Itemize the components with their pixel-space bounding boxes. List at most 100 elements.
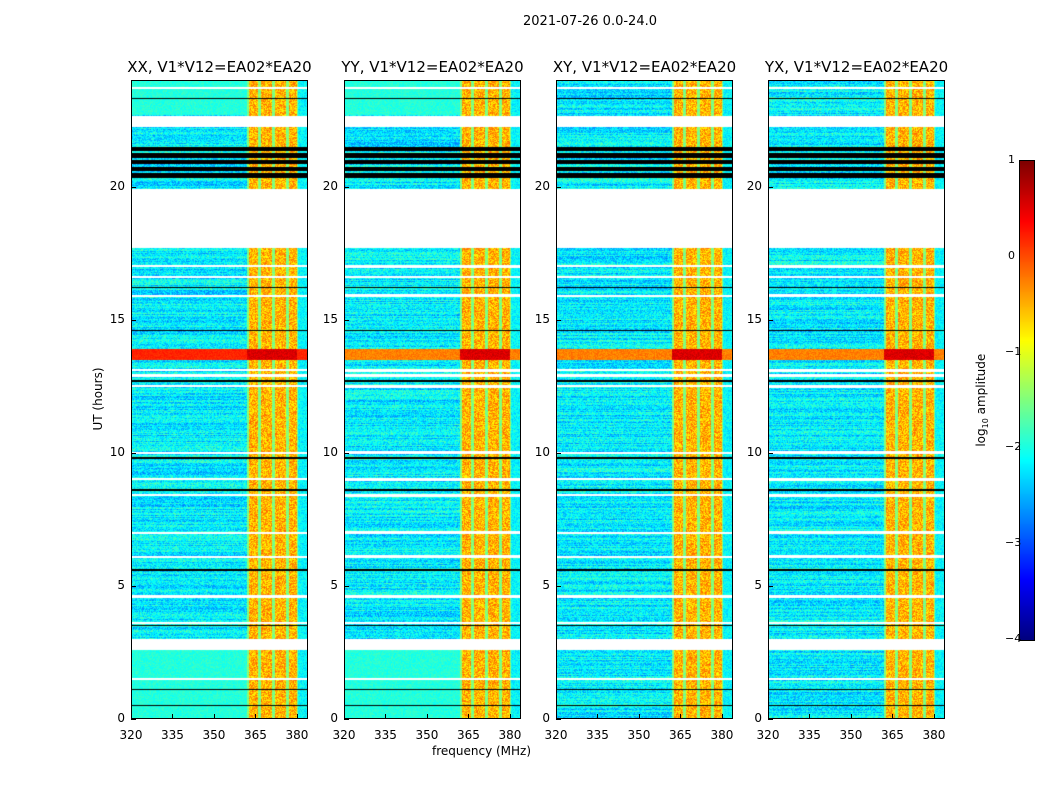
x-tick-label: 350 xyxy=(202,728,226,742)
y-tick-label: 0 xyxy=(542,711,550,725)
y-tick-mark xyxy=(556,452,561,454)
colorbar-tick-label: 0 xyxy=(1008,248,1015,262)
x-tick-mark xyxy=(213,714,215,719)
y-tick-mark xyxy=(768,719,773,720)
x-tick-label: 365 xyxy=(881,728,904,742)
x-tick-mark xyxy=(556,714,557,719)
y-tick-mark xyxy=(344,186,349,188)
x-tick-label: 350 xyxy=(627,728,651,742)
x-tick-mark xyxy=(850,714,852,719)
waterfall-heatmap xyxy=(768,80,945,719)
y-tick-mark xyxy=(344,319,349,321)
x-tick-mark xyxy=(768,714,769,719)
panel-yx: YX, V1*V12=EA02*EA20 320 335 350 365 380 0 5 10… xyxy=(747,58,948,742)
y-tick-label: 15 xyxy=(746,311,762,326)
y-tick-label: 10 xyxy=(322,444,338,459)
y-tick-label: 5 xyxy=(330,577,338,592)
colorbar-tick-label: −4 xyxy=(1005,632,1022,645)
y-tick-mark xyxy=(344,585,349,587)
colorbar-tick-label: −1 xyxy=(1005,344,1022,358)
y-tick-mark xyxy=(131,719,136,720)
x-tick-mark xyxy=(680,714,682,719)
y-tick-mark xyxy=(344,719,349,720)
x-tick-label: 320 xyxy=(332,728,356,742)
y-tick-mark xyxy=(768,452,773,454)
x-tick-mark xyxy=(933,714,935,719)
colorbar-label: log10 amplitude xyxy=(973,353,991,447)
y-tick-label: 15 xyxy=(534,311,550,326)
x-tick-label: 365 xyxy=(244,728,267,742)
x-tick-mark xyxy=(296,714,298,719)
y-tick-label: 5 xyxy=(117,577,125,592)
y-tick-mark xyxy=(131,452,136,454)
waterfall-heatmap xyxy=(344,80,521,719)
x-tick-label: 380 xyxy=(498,728,522,742)
y-tick-mark xyxy=(131,319,136,321)
y-tick-mark xyxy=(556,319,561,321)
y-tick-mark xyxy=(556,585,561,587)
x-axis-label: frequency (MHz) xyxy=(432,744,532,758)
x-tick-label: 365 xyxy=(457,728,480,742)
x-tick-label: 335 xyxy=(586,728,609,742)
y-tick-label: 15 xyxy=(322,311,338,326)
panel-title: XY, V1*V12=EA02*EA20 xyxy=(552,58,737,76)
y-tick-label: 20 xyxy=(109,178,125,193)
colorbar-tick-label: 1 xyxy=(1008,153,1015,166)
x-tick-mark xyxy=(344,714,345,719)
y-tick-mark xyxy=(131,186,136,188)
x-tick-mark xyxy=(721,714,723,719)
y-tick-label: 10 xyxy=(746,444,762,459)
axes-frame xyxy=(556,80,733,719)
x-tick-mark xyxy=(385,714,387,719)
y-tick-mark xyxy=(556,186,561,188)
x-tick-mark xyxy=(892,714,894,719)
x-tick-mark xyxy=(255,714,257,719)
x-tick-mark xyxy=(509,714,511,719)
y-tick-label: 5 xyxy=(542,577,550,592)
x-tick-label: 380 xyxy=(710,728,734,742)
y-tick-label: 20 xyxy=(746,178,762,193)
colorbar-tick-label: −3 xyxy=(1005,536,1022,550)
x-tick-label: 320 xyxy=(119,728,143,742)
axes-frame xyxy=(344,80,521,719)
x-tick-mark xyxy=(468,714,470,719)
x-tick-label: 335 xyxy=(161,728,184,742)
colorbar-tick-label: −2 xyxy=(1005,440,1022,454)
x-tick-label: 380 xyxy=(285,728,309,742)
panel-title: XX, V1*V12=EA02*EA20 xyxy=(127,58,312,76)
y-tick-label: 20 xyxy=(534,178,550,193)
panel-xy: XY, V1*V12=EA02*EA20 320 335 350 365 380 0 5 10… xyxy=(535,58,736,742)
x-tick-mark xyxy=(172,714,174,719)
y-axis-label: UT (hours) xyxy=(91,367,105,431)
panel-yy: YY, V1*V12=EA02*EA20 320 335 350 365 380 0 5 10… xyxy=(323,58,524,742)
panel-title: YY, V1*V12=EA02*EA20 xyxy=(341,58,524,76)
x-tick-label: 320 xyxy=(544,728,568,742)
colorbar xyxy=(1019,160,1035,641)
x-tick-label: 335 xyxy=(374,728,397,742)
y-tick-mark xyxy=(768,319,773,321)
y-tick-mark xyxy=(768,585,773,587)
x-tick-label: 320 xyxy=(756,728,780,742)
x-tick-mark xyxy=(426,714,428,719)
axes-frame xyxy=(131,80,308,719)
panel-title: YX, V1*V12=EA02*EA20 xyxy=(764,58,949,76)
x-tick-label: 335 xyxy=(798,728,821,742)
x-tick-label: 365 xyxy=(669,728,692,742)
y-tick-label: 10 xyxy=(534,444,550,459)
y-tick-mark xyxy=(768,186,773,188)
y-tick-mark xyxy=(131,585,136,587)
waterfall-heatmap xyxy=(131,80,308,719)
y-tick-label: 10 xyxy=(109,444,125,459)
y-tick-label: 0 xyxy=(754,711,762,725)
x-tick-label: 350 xyxy=(839,728,863,742)
x-tick-mark xyxy=(131,714,132,719)
x-tick-label: 350 xyxy=(415,728,439,742)
y-tick-label: 0 xyxy=(330,711,338,725)
y-tick-label: 0 xyxy=(117,711,125,725)
y-tick-label: 20 xyxy=(322,178,338,193)
x-tick-mark xyxy=(809,714,811,719)
figure-title: 2021-07-26 0.0-24.0 xyxy=(523,14,657,29)
x-tick-mark xyxy=(597,714,599,719)
y-tick-mark xyxy=(556,719,561,720)
